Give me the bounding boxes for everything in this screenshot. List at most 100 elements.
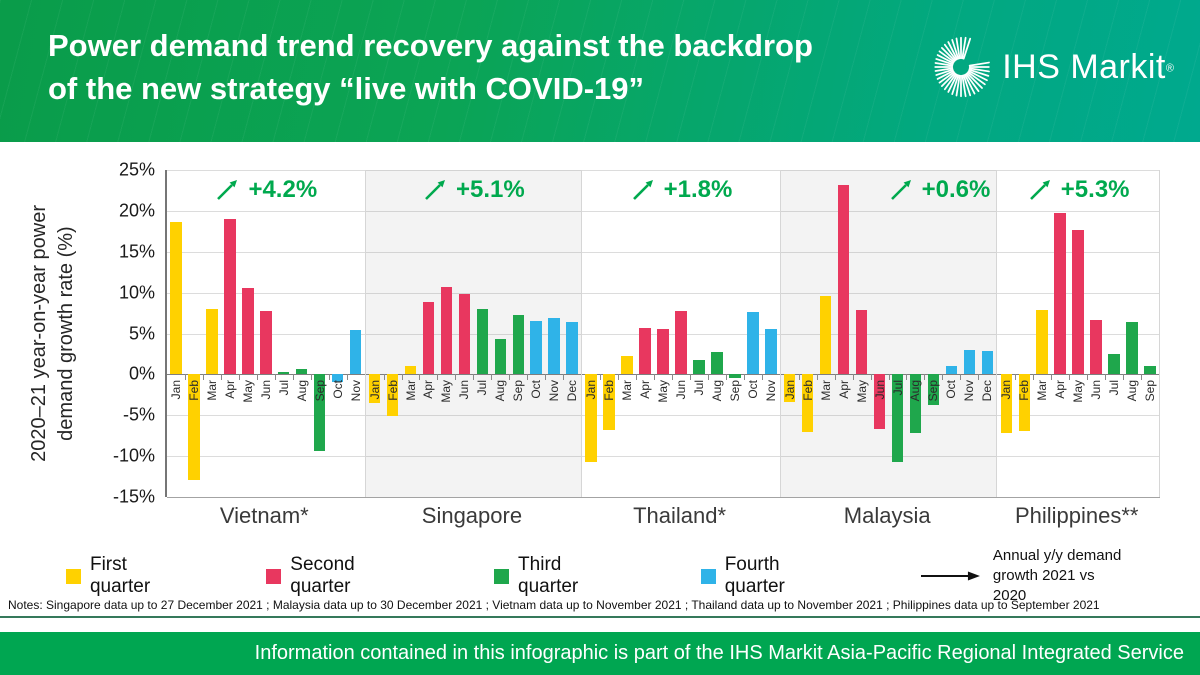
- legend-label-q4: Fourth quarter: [725, 554, 845, 598]
- month-label-jun: Jun: [873, 380, 887, 399]
- country-panel-vietnam: JanFebMarAprMayJunJulAugSepOctNov+4.2%: [167, 170, 366, 497]
- notes-text: Notes: Singapore data up to 27 December …: [8, 598, 1100, 612]
- month-label-mar: Mar: [404, 380, 418, 401]
- growth-arrow-icon: [214, 177, 240, 203]
- month-label-jan: Jan: [783, 380, 797, 399]
- month-label-mar: Mar: [620, 380, 634, 401]
- annual-growth-annotation: +0.6%: [781, 176, 997, 204]
- month-label-may: May: [241, 380, 255, 403]
- month-label-may: May: [439, 380, 453, 403]
- arrow-note-text: Annual y/y demand growth 2021 vs 2020: [993, 546, 1132, 606]
- y-tick-label: -10%: [99, 446, 155, 467]
- month-label-nov: Nov: [962, 380, 976, 401]
- month-label-feb: Feb: [1017, 380, 1031, 401]
- month-bar-may: [657, 329, 668, 374]
- month-label-feb: Feb: [386, 380, 400, 401]
- month-bar-apr: [423, 302, 434, 375]
- legend-item-q3: Third quarter: [494, 554, 627, 598]
- month-bar-oct: [530, 321, 541, 374]
- ihs-markit-logo: IHS Markit®: [928, 34, 1174, 100]
- axis-tick: [311, 374, 312, 380]
- annual-growth-annotation: +1.8%: [582, 176, 780, 204]
- axis-tick: [762, 374, 763, 380]
- month-bar-nov: [350, 330, 361, 374]
- axis-tick: [402, 374, 403, 380]
- y-tick-label: 20%: [99, 200, 155, 221]
- brand-name: IHS Markit®: [1002, 48, 1174, 87]
- annual-growth-annotation: +4.2%: [167, 176, 365, 204]
- month-label-nov: Nov: [547, 380, 561, 401]
- annual-growth-value: +5.1%: [456, 176, 525, 204]
- legend-swatch-q3: [494, 569, 509, 584]
- month-label-may: May: [656, 380, 670, 403]
- month-label-apr: Apr: [1053, 380, 1067, 399]
- y-tick-label: 0%: [99, 364, 155, 385]
- legend-item-q2: Second quarter: [266, 554, 420, 598]
- right-arrow-icon: [919, 569, 981, 583]
- month-label-sep: Sep: [313, 380, 327, 401]
- month-label-jun: Jun: [1089, 380, 1103, 399]
- month-label-oct: Oct: [529, 380, 543, 399]
- growth-arrow-icon: [888, 177, 914, 203]
- page-title-line1: Power demand trend recovery against the …: [48, 24, 813, 67]
- month-label-jan: Jan: [368, 380, 382, 399]
- month-label-apr: Apr: [837, 380, 851, 399]
- month-bar-mar: [1036, 310, 1047, 375]
- month-label-mar: Mar: [819, 380, 833, 401]
- month-label-oct: Oct: [944, 380, 958, 399]
- month-label-jan: Jan: [169, 380, 183, 399]
- month-bar-may: [1072, 230, 1083, 375]
- sunburst-icon: [928, 34, 994, 100]
- y-tick-label: 25%: [99, 160, 155, 181]
- month-bar-jul: [477, 309, 488, 374]
- month-bar-jan: [170, 222, 181, 374]
- month-label-jul: Jul: [277, 380, 291, 395]
- month-label-aug: Aug: [710, 380, 724, 401]
- month-label-nov: Nov: [349, 380, 363, 401]
- month-bar-aug: [1126, 322, 1137, 374]
- axis-tick: [672, 374, 673, 380]
- y-axis-title-line2: demand growth rate (%): [53, 205, 80, 462]
- axis-tick: [835, 374, 836, 380]
- legend-swatch-q1: [66, 569, 81, 584]
- month-bar-nov: [765, 329, 776, 374]
- month-bar-mar: [405, 366, 416, 374]
- axis-tick: [347, 374, 348, 380]
- axis-tick: [654, 374, 655, 380]
- month-bar-sep: [513, 315, 524, 375]
- footer-separator-line: [0, 616, 1200, 618]
- axis-tick: [744, 374, 745, 380]
- country-label-thailand: Thailand*: [580, 503, 779, 529]
- country-panel-philippines: JanFebMarAprMayJunJulAugSep+5.3%: [997, 170, 1160, 497]
- annual-growth-value: +5.3%: [1061, 176, 1130, 204]
- month-label-aug: Aug: [908, 380, 922, 401]
- month-bar-oct: [747, 312, 758, 374]
- month-label-jul: Jul: [475, 380, 489, 395]
- month-bar-nov: [548, 318, 559, 374]
- axis-tick: [384, 374, 385, 380]
- y-axis-title-line1: 2020–21 year-on-year power: [26, 205, 53, 462]
- month-label-aug: Aug: [1125, 380, 1139, 401]
- country-panel-thailand: JanFebMarAprMayJunJulAugSepOctNov+1.8%: [582, 170, 781, 497]
- month-bar-jun: [459, 294, 470, 374]
- month-label-jun: Jun: [674, 380, 688, 399]
- month-bar-jun: [675, 311, 686, 374]
- annual-growth-annotation: +5.3%: [997, 176, 1159, 204]
- page-title-line2: of the new strategy “live with COVID-19”: [48, 67, 813, 110]
- registered-mark: ®: [1166, 62, 1174, 74]
- axis-tick: [221, 374, 222, 380]
- month-label-mar: Mar: [205, 380, 219, 401]
- axis-tick: [636, 374, 637, 380]
- axis-tick: [726, 374, 727, 380]
- axis-tick: [708, 374, 709, 380]
- annual-growth-arrow-note: Annual y/y demand growth 2021 vs 2020: [919, 546, 1132, 606]
- month-bar-apr: [224, 219, 235, 374]
- month-label-apr: Apr: [223, 380, 237, 399]
- month-label-jan: Jan: [999, 380, 1013, 399]
- month-bar-aug: [711, 352, 722, 374]
- country-label-philippines: Philippines**: [996, 503, 1158, 529]
- country-panel-singapore: JanFebMarAprMayJunJulAugSepOctNovDec+5.1…: [366, 170, 583, 497]
- axis-tick: [1087, 374, 1088, 380]
- legend-item-q1: First quarter: [66, 554, 192, 598]
- arrow-note-line1: Annual y/y demand: [993, 546, 1132, 566]
